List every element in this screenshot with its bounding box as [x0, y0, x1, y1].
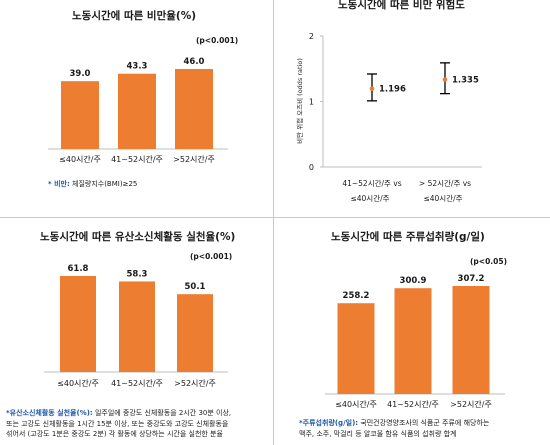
- obesity-footnote-label: * 비만:: [48, 180, 70, 188]
- alcohol-footnote-line1: 국민건강영양조사의 식품군 주류에 해당하는: [358, 419, 490, 427]
- risk-chart-title: 노동시간에 따른 비만 위험도: [338, 0, 465, 11]
- activity-category-label-3: >52시간/주: [174, 378, 216, 388]
- alcohol-data-label-1: 258.2: [343, 291, 370, 301]
- alcohol-bar-2: [394, 288, 432, 394]
- horizontal-divider: [0, 217, 550, 218]
- risk-category-label-2-line1: > 52시간/주 vs: [419, 178, 471, 188]
- obesity-footnote-text: 체질량지수(BMI)≥25: [69, 180, 138, 188]
- obesity-category-label-3: >52시간/주: [173, 154, 215, 164]
- risk-data-label-2: 1.335: [452, 76, 479, 86]
- alcohol-bar-3: [452, 286, 490, 394]
- alcohol-footnote: *주류섭취량(g/일): 국민건강영양조사의 식품군 주류에 해당하는 맥주, …: [299, 418, 489, 439]
- obesity-bar-2: [118, 73, 156, 149]
- activity-category-label-1: ≤40시간/주: [57, 378, 99, 388]
- obesity-pvalue: (p<0.001): [196, 36, 239, 45]
- obesity-category-label-2: 41~52시간/주: [111, 154, 163, 164]
- risk-category-label-1-line1: 41~52시간/주 vs: [342, 178, 401, 188]
- alcohol-bar-1: [337, 303, 375, 394]
- obesity-data-label-1: 39.0: [70, 69, 91, 79]
- risk-point-2: [442, 77, 448, 82]
- obesity-category-label-1: ≤40시간/주: [59, 154, 101, 164]
- activity-pvalue: (p<0.001): [190, 252, 233, 261]
- risk-y-tick-label-1: 0: [309, 163, 314, 172]
- risk-data-label-1: 1.196: [379, 85, 406, 95]
- obesity-data-label-2: 43.3: [127, 62, 148, 72]
- obesity-bar-1: [61, 81, 99, 149]
- risk-y-tick-label-3: 2: [309, 32, 314, 41]
- alcohol-footnote-line2: 맥주, 소주, 막걸리 등 알코올 함유 식품의 섭취량 합계: [299, 429, 457, 438]
- activity-data-label-3: 50.1: [185, 282, 206, 292]
- risk-category-label-2-line2: ≤40시간/주: [423, 193, 462, 203]
- activity-data-label-2: 58.3: [127, 269, 148, 279]
- risk-y-axis-label: 비만 위험 오즈비 (odds ratio): [295, 58, 304, 144]
- alcohol-category-label-1: ≤40시간/주: [335, 399, 377, 409]
- obesity-chart-title: 노동시간에 따른 비만율(%): [72, 10, 197, 22]
- activity-chart-title: 노동시간에 따른 유산소신체활동 실천율(%): [40, 231, 236, 243]
- activity-bar-2: [119, 281, 155, 372]
- alcohol-chart-title: 노동시간에 따른 주류섭취량(g/일): [331, 231, 485, 243]
- alcohol-footnote-label: *주류섭취량(g/일):: [299, 419, 359, 427]
- activity-data-label-1: 61.8: [68, 264, 89, 274]
- activity-footnote-label: *유산소신체활동 실천율(%):: [6, 409, 93, 417]
- risk-category-label-1-line2: ≤40시간/주: [350, 193, 389, 203]
- alcohol-pvalue: (p<0.05): [470, 257, 508, 266]
- vertical-divider: [273, 0, 274, 445]
- obesity-footnote: * 비만: 체질량지수(BMI)≥25: [48, 179, 137, 190]
- obesity-data-label-3: 46.0: [184, 57, 205, 67]
- risk-point-1: [369, 86, 375, 91]
- activity-footnote-line2: 또는 고강도 신체활동을 1시간 15분 이상, 또는 중강도와 고강도 신체활…: [6, 419, 229, 428]
- alcohol-category-label-3: >52시간/주: [450, 399, 492, 409]
- activity-bar-1: [60, 276, 96, 372]
- activity-footnote-line3: 섞어서 (고강도 1분은 중강도 2분) 각 활동에 상당하는 시간을 실천한 …: [6, 430, 223, 438]
- activity-footnote: *유산소신체활동 실천율(%): 일주일에 중강도 신체활동을 2시간 30분 …: [6, 408, 231, 440]
- activity-bar-3: [177, 294, 213, 372]
- alcohol-data-label-2: 300.9: [400, 276, 427, 286]
- risk-y-tick-label-2: 1: [309, 98, 314, 107]
- activity-category-label-2: 41~52시간/주: [111, 378, 163, 388]
- alcohol-category-label-2: 41~52시간/주: [387, 399, 439, 409]
- activity-footnote-line1: 일주일에 중강도 신체활동을 2시간 30분 이상,: [92, 409, 232, 417]
- obesity-bar-3: [175, 69, 213, 149]
- alcohol-data-label-3: 307.2: [458, 274, 485, 284]
